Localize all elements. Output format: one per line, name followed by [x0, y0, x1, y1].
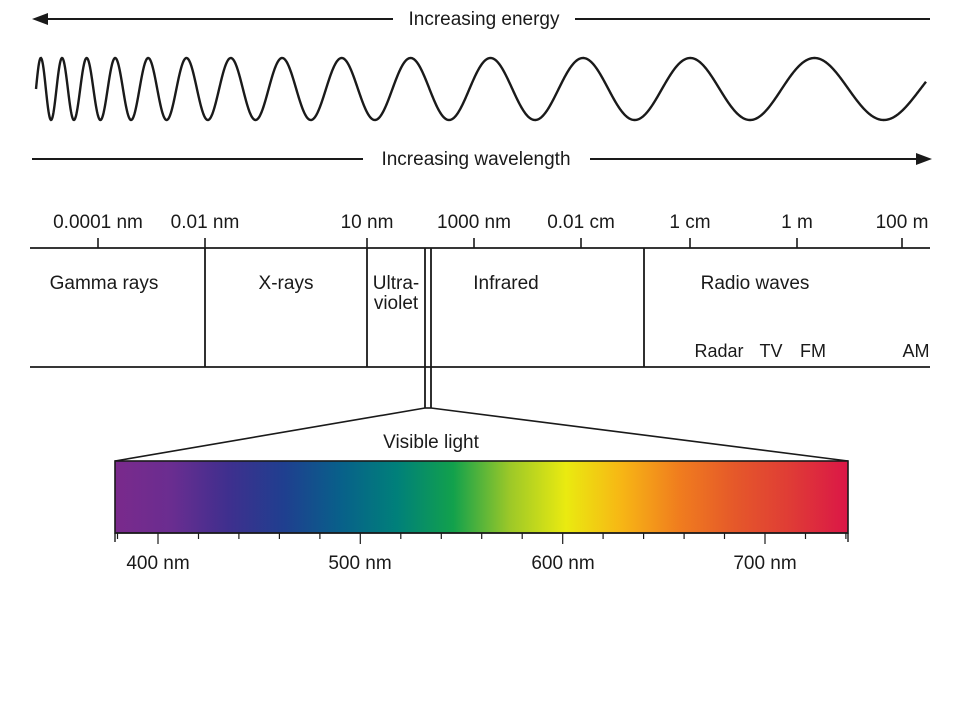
subband-label-tv: TV [759, 341, 782, 361]
band-label-infrared: Infrared [473, 273, 538, 294]
visible-zoom-lines [114, 407, 849, 462]
subband-label-am: AM [903, 341, 930, 361]
band-label-gamma: Gamma rays [50, 273, 159, 294]
scale-tick-label: 0.01 cm [547, 212, 615, 233]
visible-spectrum-bar [114, 460, 849, 534]
visible-tick-label: 400 nm [126, 553, 189, 574]
scale-tick-label: 1 m [781, 212, 813, 233]
wavelength-arrow: Increasing wavelength [32, 149, 932, 170]
wavelength-scale: 0.0001 nm 0.01 nm 10 nm 1000 nm 0.01 cm … [53, 212, 928, 248]
subband-label-radar: Radar [694, 341, 743, 361]
scale-tick-label: 1000 nm [437, 212, 511, 233]
visible-tick-label: 500 nm [328, 553, 391, 574]
band-label-uv-line2: violet [374, 293, 419, 314]
scale-tick-label: 100 m [876, 212, 929, 233]
spectrum-bands-box [30, 247, 930, 408]
wave-curve [34, 56, 927, 122]
wavelength-arrowhead-icon [916, 153, 932, 165]
scale-tick-label: 0.0001 nm [53, 212, 143, 233]
energy-arrow: Increasing energy [32, 9, 930, 30]
energy-arrowhead-icon [32, 13, 48, 25]
band-label-uv-line1: Ultra- [373, 273, 419, 294]
visible-axis-minor-ticks [116, 533, 847, 544]
visible-tick-label: 600 nm [531, 553, 594, 574]
scale-tick-label: 10 nm [341, 212, 394, 233]
band-label-radio: Radio waves [701, 273, 810, 294]
scale-tick-label: 0.01 nm [171, 212, 240, 233]
energy-label: Increasing energy [408, 9, 560, 30]
subband-label-fm: FM [800, 341, 826, 361]
band-label-xrays: X-rays [259, 273, 314, 294]
wavelength-label: Increasing wavelength [381, 149, 570, 170]
visible-light-label: Visible light [383, 432, 479, 453]
visible-tick-label: 700 nm [733, 553, 796, 574]
scale-tick-marks [97, 238, 903, 248]
scale-tick-label: 1 cm [669, 212, 710, 233]
